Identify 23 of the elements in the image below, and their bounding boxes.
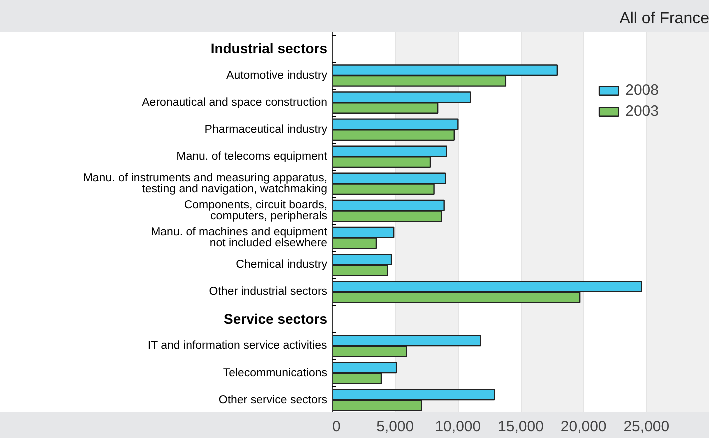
chart-subtitle: All of France: [620, 10, 709, 28]
y-tick-label: Automotive industry: [226, 70, 328, 82]
legend-label: 2003: [626, 103, 659, 120]
legend-label: 2008: [626, 82, 659, 99]
y-tick-label: Other industrial sectors: [209, 286, 328, 298]
x-tick-label: 0: [332, 418, 341, 436]
y-tick-label: Manu. of instruments and measuring apparatus, testing and navigation, watchmaking: [83, 172, 328, 196]
y-tick-label: Telecommunications: [223, 367, 328, 380]
y-tick-label: Pharmaceutical industry: [204, 124, 328, 136]
y-tick-label: Components, circuit boards, computers, peripherals: [184, 199, 328, 223]
x-tick-label: 15,000: [498, 418, 544, 436]
y-tick-label: IT and information service activities: [148, 340, 328, 352]
y-tick-label: Manu. of telecoms equipment: [176, 150, 328, 163]
y-tick-label: Manu. of machines and equipment not included elsewhere: [151, 226, 328, 250]
x-tick-label: 20,000: [560, 418, 607, 436]
y-tick-label: Industrial sectors: [210, 40, 328, 57]
x-tick-label: 5,000: [376, 418, 414, 436]
x-tick-label: 10,000: [435, 418, 482, 436]
y-tick-label: Aeronautical and space construction: [142, 96, 328, 109]
y-tick-label: Other service sectors: [218, 394, 328, 406]
x-tick-label: 25,000: [624, 418, 670, 436]
y-tick-label: Chemical industry: [236, 259, 328, 272]
y-tick-label: Service sectors: [224, 311, 328, 328]
